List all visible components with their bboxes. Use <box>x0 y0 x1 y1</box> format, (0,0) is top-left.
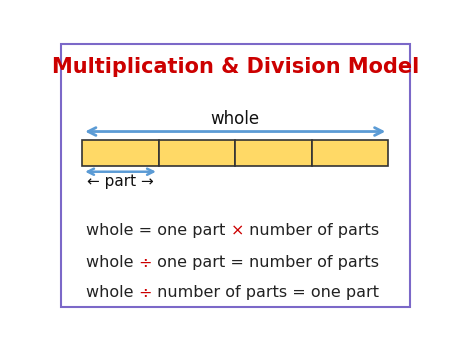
Text: whole: whole <box>86 255 139 270</box>
Text: ×: × <box>230 223 244 238</box>
Text: ÷: ÷ <box>139 285 152 300</box>
Text: one part = number of parts: one part = number of parts <box>152 255 379 270</box>
Text: whole: whole <box>86 285 139 300</box>
Bar <box>235 140 312 166</box>
Bar <box>82 140 159 166</box>
Text: Multiplication & Division Model: Multiplication & Division Model <box>51 57 419 77</box>
Text: number of parts = one part: number of parts = one part <box>152 285 379 300</box>
Bar <box>312 140 388 166</box>
Bar <box>159 140 235 166</box>
Text: ← part →: ← part → <box>87 174 154 189</box>
Text: ÷: ÷ <box>139 255 152 270</box>
Text: whole: whole <box>211 110 260 128</box>
Text: whole = one part: whole = one part <box>86 223 230 238</box>
Text: number of parts: number of parts <box>244 223 379 238</box>
